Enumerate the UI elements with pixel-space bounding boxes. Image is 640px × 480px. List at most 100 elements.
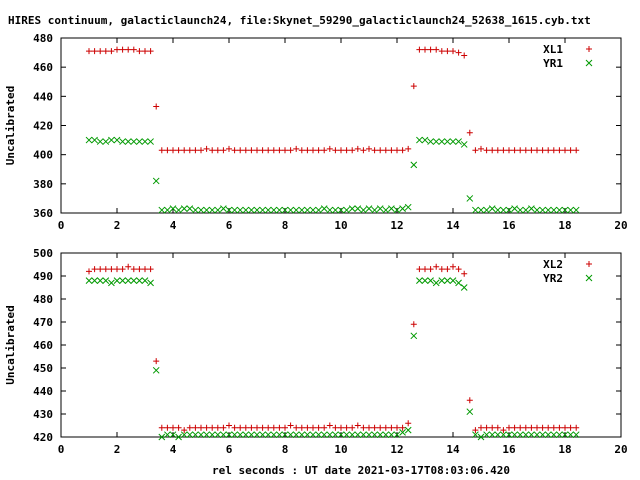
data-point <box>259 424 266 431</box>
data-point <box>472 147 479 154</box>
x-tick-label: 6 <box>226 219 233 232</box>
data-point <box>287 431 294 439</box>
data-point <box>125 263 132 270</box>
data-point <box>427 277 434 284</box>
data-point <box>124 138 132 145</box>
data-point <box>550 424 557 431</box>
data-point <box>332 424 339 431</box>
data-point <box>528 205 535 212</box>
data-point <box>545 424 552 431</box>
data-point <box>393 206 401 214</box>
data-point <box>281 206 289 214</box>
data-point <box>539 147 546 154</box>
data-point <box>461 270 468 277</box>
data-point <box>528 424 535 431</box>
data-point <box>96 277 104 284</box>
data-point <box>360 431 367 439</box>
data-point <box>254 424 260 431</box>
y-tick-label: 500 <box>33 247 53 260</box>
data-point <box>259 147 266 154</box>
data-point <box>91 136 98 144</box>
data-point <box>544 206 552 214</box>
data-point <box>377 424 384 431</box>
x-tick-label: 8 <box>282 219 289 232</box>
data-point <box>175 206 182 214</box>
data-point <box>326 431 334 439</box>
x-tick-label: 16 <box>502 443 516 456</box>
data-point <box>488 431 496 439</box>
data-point <box>444 277 451 284</box>
data-point <box>310 147 316 154</box>
data-point <box>315 147 322 154</box>
data-point <box>556 431 563 439</box>
data-point <box>561 431 569 439</box>
data-point <box>506 424 512 431</box>
data-point <box>136 277 143 284</box>
data-point <box>449 138 457 145</box>
data-point <box>259 431 266 439</box>
data-point <box>511 205 518 212</box>
data-point <box>399 147 406 154</box>
data-point <box>265 424 272 431</box>
data-point <box>309 206 317 214</box>
data-point <box>573 424 580 431</box>
data-point <box>186 205 194 212</box>
data-point <box>293 424 300 431</box>
data-point <box>522 147 529 154</box>
data-point <box>338 147 344 154</box>
data-point <box>304 206 311 214</box>
data-point <box>164 424 171 431</box>
data-point <box>164 147 171 154</box>
x-tick-label: 20 <box>614 219 627 232</box>
y-tick-label: 440 <box>33 385 53 398</box>
data-point <box>556 147 563 154</box>
data-point <box>500 431 507 439</box>
x-tick-label: 4 <box>170 219 177 232</box>
data-point <box>348 431 356 439</box>
legend-label: XL2 <box>543 258 563 271</box>
data-point <box>366 145 372 152</box>
data-point <box>376 431 384 439</box>
data-point <box>410 321 417 328</box>
data-point <box>511 431 518 439</box>
series-XL2 <box>86 263 580 434</box>
data-point <box>573 147 580 154</box>
data-point <box>494 424 501 431</box>
y-tick-label: 460 <box>33 339 53 352</box>
data-point <box>567 424 574 431</box>
data-point <box>461 52 468 59</box>
data-point <box>153 358 160 365</box>
data-point <box>158 433 166 441</box>
data-point <box>298 431 306 439</box>
data-point <box>326 145 333 152</box>
data-point <box>404 426 412 434</box>
data-point <box>483 147 490 154</box>
x-tick-label: 12 <box>390 219 403 232</box>
data-point <box>343 147 350 154</box>
legend-label: YR1 <box>543 57 563 70</box>
series-XL1 <box>86 46 580 154</box>
data-point <box>170 424 176 431</box>
data-point <box>96 138 104 145</box>
data-point <box>237 147 244 154</box>
data-point <box>119 266 126 273</box>
data-point <box>483 424 490 431</box>
data-point <box>505 431 513 439</box>
data-point <box>455 279 462 287</box>
data-point <box>321 424 328 431</box>
x-tick-label: 2 <box>114 219 121 232</box>
data-point <box>354 431 362 439</box>
data-point <box>561 206 569 214</box>
data-point <box>522 431 530 439</box>
data-point <box>175 147 182 154</box>
data-point <box>192 424 199 431</box>
data-point <box>404 203 412 211</box>
data-point <box>556 424 563 431</box>
data-point <box>466 397 473 404</box>
data-point <box>320 205 328 212</box>
data-point <box>181 147 188 154</box>
data-point <box>181 427 188 434</box>
data-point <box>393 431 401 439</box>
data-point <box>422 266 428 273</box>
